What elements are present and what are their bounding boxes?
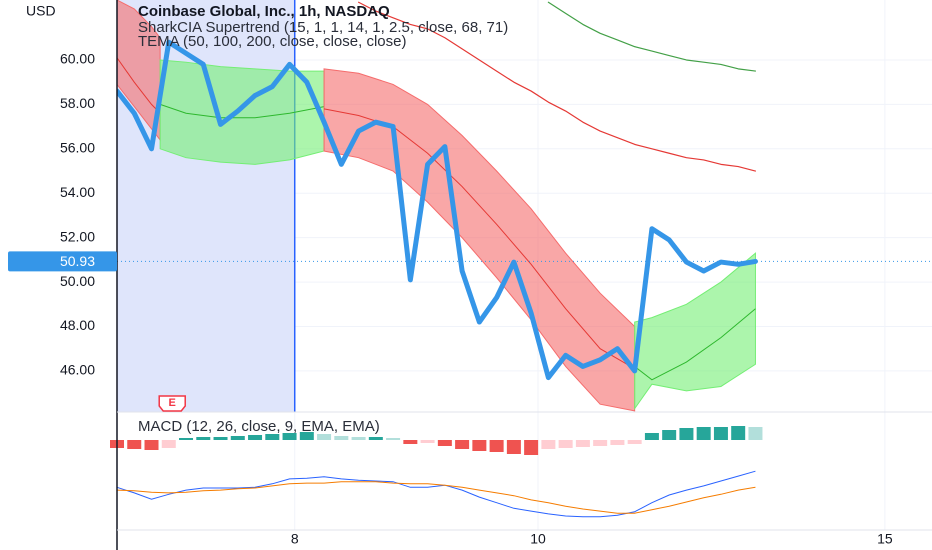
x-tick-label: 10 [530, 531, 546, 547]
last-price-label: 50.93 [60, 253, 95, 269]
price-line [117, 39, 758, 381]
earnings-label: E [169, 397, 176, 409]
macd-histogram-bar [368, 437, 383, 440]
macd-histogram-bar [558, 440, 573, 448]
macd-histogram-bar [127, 440, 142, 449]
macd-pane [110, 426, 763, 518]
macd-histogram-bar [489, 440, 504, 452]
macd-histogram-bar [196, 437, 211, 440]
macd-histogram-bar [679, 428, 694, 440]
y-tick-label: 54.00 [60, 184, 95, 200]
macd-histogram-bar [248, 435, 263, 440]
macd-histogram-bar [282, 433, 297, 440]
y-tick-label: 46.00 [60, 362, 95, 378]
macd-histogram-bar [455, 440, 470, 449]
tema-line [357, 1, 757, 172]
chart-title: Coinbase Global, Inc., 1h, NASDAQ [138, 3, 390, 20]
x-tick-label: 8 [291, 531, 299, 547]
macd-histogram-bar [627, 440, 642, 444]
macd-histogram-bar [299, 432, 314, 440]
macd-histogram-bar [144, 440, 159, 450]
macd-line [116, 470, 756, 518]
macd-histogram-bar [265, 434, 280, 440]
tema-line [547, 1, 757, 72]
y-tick-label: 50.00 [60, 273, 95, 289]
macd-histogram-bar [317, 434, 332, 440]
macd-histogram-bar [420, 440, 435, 443]
y-tick-label: 60.00 [60, 51, 95, 67]
macd-histogram-bar [748, 427, 763, 440]
x-tick-label: 15 [877, 531, 893, 547]
macd-histogram-bar [213, 437, 228, 440]
macd-histogram-bar [506, 440, 521, 454]
macd-histogram-bar [386, 438, 401, 440]
macd-title: MACD (12, 26, close, 9, EMA, EMA) [138, 418, 380, 435]
macd-histogram-bar [179, 438, 194, 440]
indicator-label: TEMA (50, 100, 200, close, close, close) [138, 33, 406, 50]
macd-histogram-bar [610, 440, 625, 445]
macd-histogram-bar [575, 440, 590, 447]
y-tick-label: 56.00 [60, 140, 95, 156]
macd-histogram-bar [230, 436, 245, 440]
macd-histogram-bar [524, 440, 539, 455]
supertrend-center [159, 103, 325, 119]
macd-histogram-bar [662, 430, 677, 440]
last-price-tag [8, 251, 117, 272]
macd-histogram-bar [472, 440, 487, 451]
macd-histogram-bar [713, 427, 728, 440]
supertrend-band [634, 252, 756, 411]
macd-histogram-bar [403, 440, 418, 444]
supertrend-band [323, 68, 636, 412]
macd-histogram-bar [351, 437, 366, 440]
macd-histogram-bar [593, 440, 608, 446]
macd-histogram-bar [161, 440, 176, 448]
y-tick-label: 48.00 [60, 317, 95, 333]
macd-histogram-bar [696, 427, 711, 440]
macd-line [116, 481, 756, 514]
supertrend-center [634, 308, 756, 381]
macd-histogram-bar [437, 440, 452, 446]
macd-histogram-bar [334, 436, 349, 440]
y-axis-label: USD [26, 3, 56, 19]
macd-histogram-bar [644, 433, 659, 440]
axes [116, 0, 932, 550]
macd-histogram-bar [541, 440, 556, 449]
y-tick-label: 58.00 [60, 95, 95, 111]
earnings-marker [158, 395, 186, 412]
indicator-label: SharkCIA Supertrend (15, 1, 1, 14, 1, 2.… [138, 19, 508, 36]
price-pane [117, 0, 932, 412]
macd-histogram-bar [731, 426, 746, 440]
y-tick-label: 52.00 [60, 228, 95, 244]
